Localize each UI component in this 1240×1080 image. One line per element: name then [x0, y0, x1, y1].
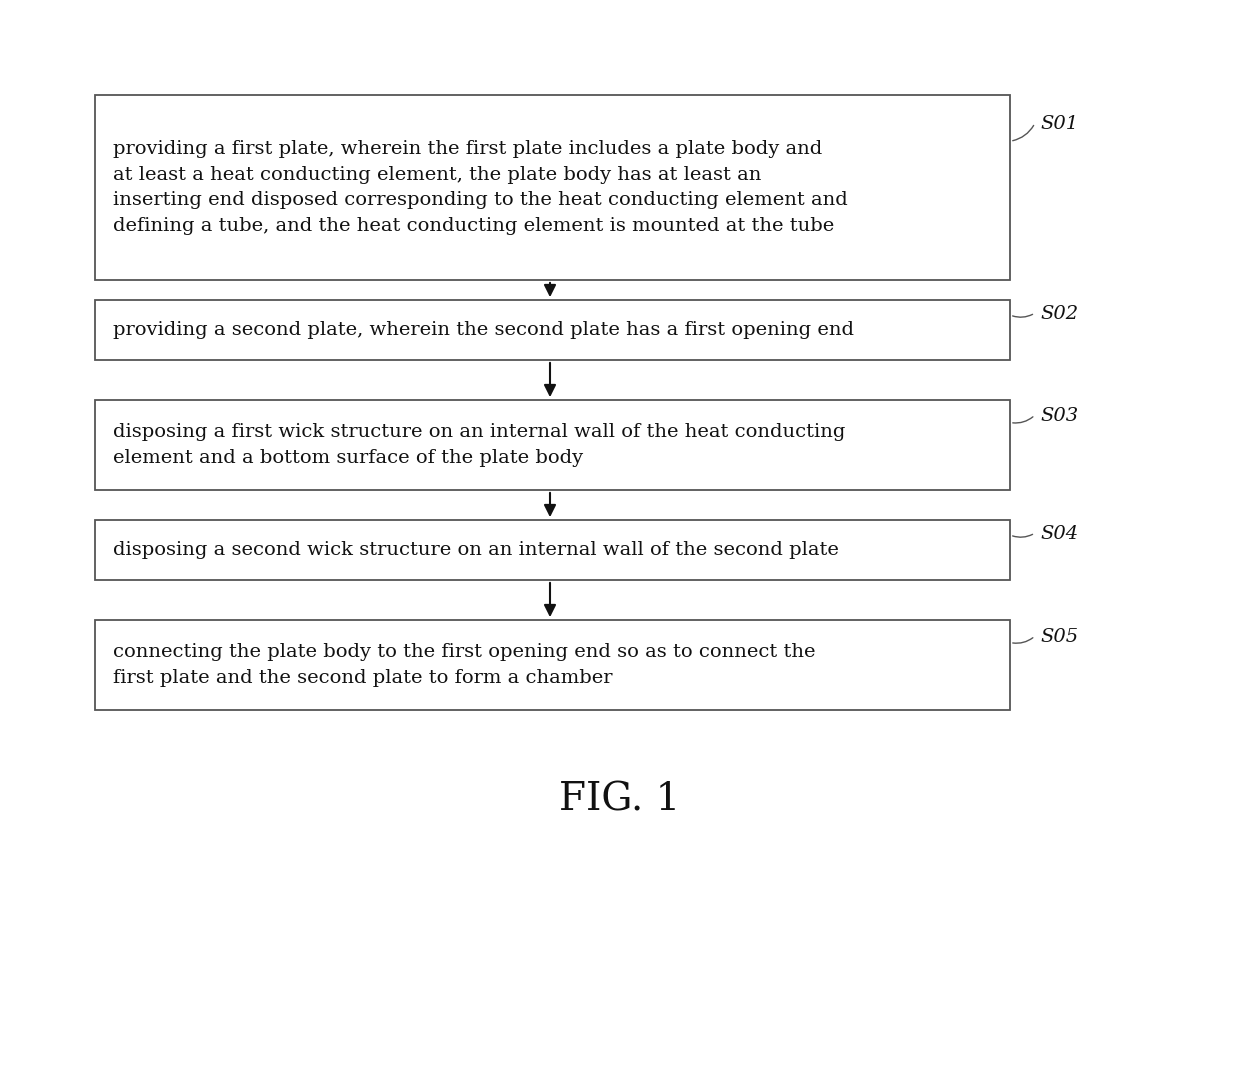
Text: disposing a first wick structure on an internal wall of the heat conducting
elem: disposing a first wick structure on an i…	[113, 423, 846, 467]
Text: FIG. 1: FIG. 1	[559, 782, 681, 819]
Bar	[95, 300, 1011, 360]
Text: S04: S04	[1040, 525, 1078, 543]
Bar	[95, 400, 1011, 490]
Text: disposing a second wick structure on an internal wall of the second plate: disposing a second wick structure on an …	[113, 541, 839, 559]
Text: providing a first plate, wherein the first plate includes a plate body and
at le: providing a first plate, wherein the fir…	[113, 140, 848, 235]
Text: S02: S02	[1040, 305, 1078, 323]
Text: connecting the plate body to the first opening end so as to connect the
first pl: connecting the plate body to the first o…	[113, 644, 816, 687]
Text: S05: S05	[1040, 627, 1078, 646]
Text: S03: S03	[1040, 407, 1078, 426]
Text: S01: S01	[1040, 114, 1078, 133]
Bar	[95, 519, 1011, 580]
Text: providing a second plate, wherein the second plate has a first opening end: providing a second plate, wherein the se…	[113, 321, 854, 339]
Bar	[95, 620, 1011, 710]
Bar	[95, 95, 1011, 280]
